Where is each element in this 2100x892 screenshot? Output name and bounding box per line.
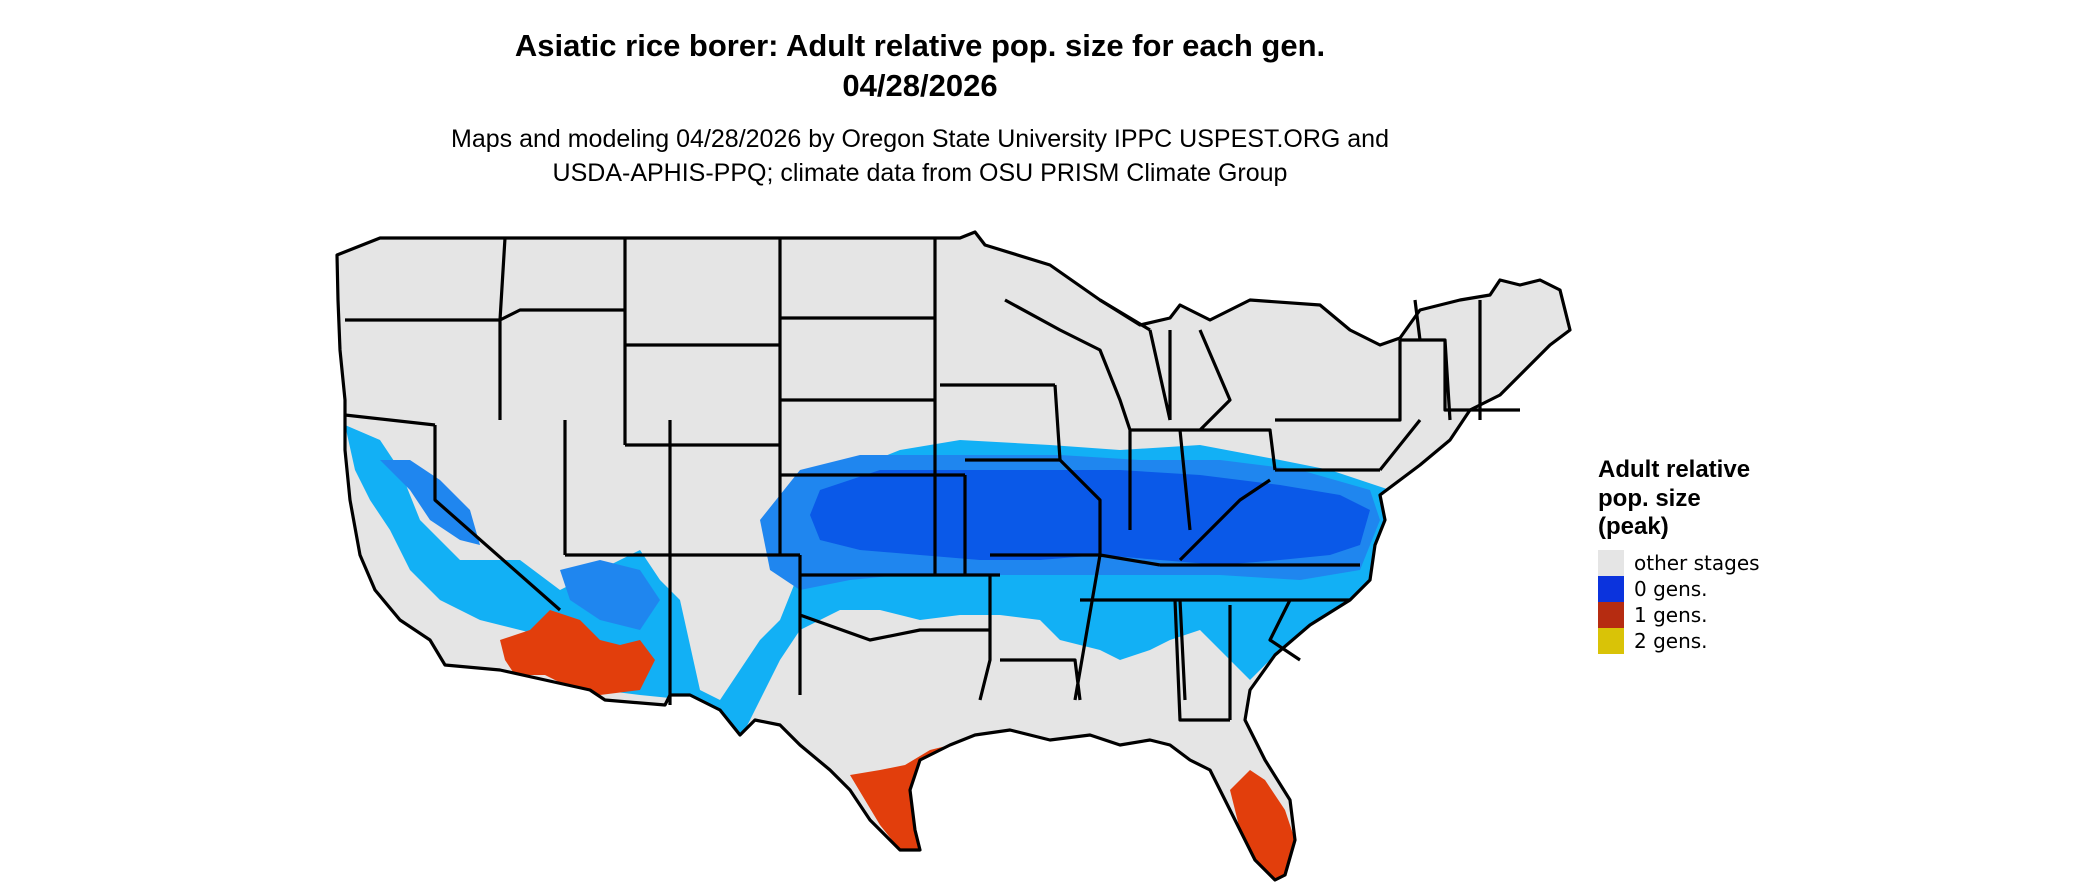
legend-swatch-1-gens [1598,601,1624,628]
legend-item-0-gens: 0 gens. [1598,575,1858,602]
map-subtitle-line2: USDA-APHIS-PPQ; climate data from OSU PR… [552,159,1288,187]
state-borders [335,230,1572,882]
legend-title-line1: Adult relative [1598,456,1751,483]
map-subtitle-line1: Maps and modeling 04/28/2026 by Oregon S… [451,125,1389,153]
legend-label-0-gens: 0 gens. [1634,576,1708,601]
zone-red-florida [1230,770,1295,880]
legend-label-1-gens: 1 gens. [1634,602,1708,627]
state-lines [344,237,1520,722]
legend-swatch-2-gens [1598,627,1624,654]
legend-title-line3: (peak) [1598,513,1669,540]
legend-swatch-other-stages [1598,549,1624,576]
zone-dark-blue [810,470,1370,565]
map-title-line2: 04/28/2026 [842,68,998,103]
legend-item-1-gens: 1 gens. [1598,601,1858,628]
zone-red-southwest [500,610,655,695]
map-title-line1: Asiatic rice borer: Adult relative pop. … [514,28,1326,63]
legend-item-other-stages: other stages [1598,549,1858,576]
legend-item-2-gens: 2 gens. [1598,627,1858,654]
legend-swatch-0-gens [1598,575,1624,602]
legend-title-line2: pop. size [1598,484,1701,512]
legend-label-2-gens: 2 gens. [1634,628,1708,653]
legend-label-other-stages: other stages [1634,550,1760,575]
us-outline [335,230,1572,882]
legend: Adult relative pop. size (peak) other st… [1598,456,1858,654]
